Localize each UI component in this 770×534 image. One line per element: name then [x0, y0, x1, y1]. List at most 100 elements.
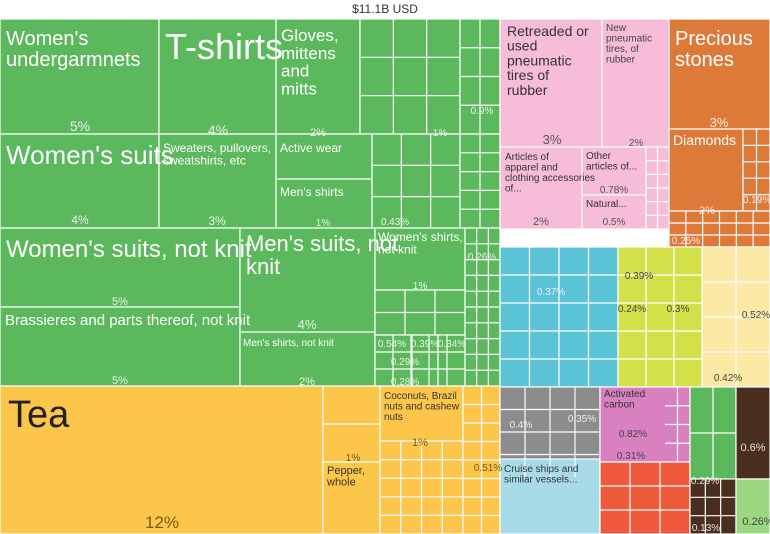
- tile-name-label: Women's shirts, not knit: [378, 230, 463, 257]
- label-line: tires of: [507, 67, 549, 83]
- tile-share-label: 3%: [208, 214, 226, 228]
- label-line: Men's suits, not: [246, 231, 398, 256]
- label-line: similar vessels...: [504, 475, 577, 486]
- label-line: nuts and cashew: [384, 402, 460, 413]
- label-line: stones: [675, 49, 734, 71]
- tile-share-label: 0.9%: [471, 106, 494, 117]
- label-line: whole: [326, 477, 356, 489]
- label-line: Women's shirts,: [378, 230, 463, 244]
- tile-share-label: 12%: [145, 513, 179, 532]
- tile-share-label: 0.52%: [742, 310, 770, 321]
- tile-share-label: 0.39%: [411, 339, 439, 350]
- tile-t-shirts: [158, 19, 277, 135]
- tile-textile-misc-1: [359, 19, 461, 135]
- tile-share-label: 2%: [310, 127, 326, 139]
- tile-name-label: Other articles of...: [586, 151, 637, 173]
- tile-share-label: 0.24%: [618, 304, 646, 315]
- tile-share-label: 4%: [298, 317, 317, 332]
- tile-diamonds: [668, 128, 744, 212]
- tile-share-label: 2%: [533, 216, 549, 228]
- tile-name-label: Cruise ships and similar vessels...: [504, 464, 578, 486]
- label-line: knit: [246, 254, 280, 279]
- label-line: pneumatic: [606, 34, 652, 45]
- tile-name-label: Retreaded or used pneumatic tires of rubber: [507, 23, 589, 98]
- label-line: New: [606, 23, 627, 34]
- tile-name-label: Women's suits, not knit: [6, 236, 252, 263]
- tile-share-label: 0.35%: [568, 414, 596, 425]
- tile-share-label: 1%: [316, 218, 331, 229]
- tile-share-label: 0.4%: [510, 420, 533, 431]
- label-line: articles of...: [586, 162, 637, 173]
- tile-womens-suits-not-knit: [0, 227, 241, 308]
- tile-share-label: 4%: [71, 213, 89, 227]
- tile-light-green: [735, 478, 770, 534]
- tile-share-label: 0.5%: [603, 217, 626, 228]
- tile-name-label: Brassieres and parts thereof, not knit: [5, 312, 251, 329]
- label-line: sweatshirts, etc: [163, 154, 246, 168]
- tile-name-label: Articles of apparel and clothing accessori…: [505, 152, 595, 195]
- tile-name-label: Women's undergarmnets: [6, 28, 141, 71]
- tile-name-label: Activated carbon: [604, 389, 645, 411]
- tile-share-label: 1%: [433, 128, 448, 139]
- tile-share-label: 0.13%: [692, 523, 720, 534]
- tile-electronics: [599, 461, 691, 534]
- tile-apparel-accessories: [499, 146, 583, 230]
- label-line: undergarmnets: [6, 49, 141, 71]
- label-line: pneumatic: [507, 52, 572, 68]
- tile-textile-misc-7: [411, 334, 439, 387]
- tile-name-label: Men's suits, not knit: [246, 231, 398, 279]
- tile-share-label: 0.43%: [381, 217, 409, 228]
- tile-share-label: 0.26%: [742, 516, 770, 528]
- tile-name-label: Tea: [8, 394, 70, 436]
- tile-womens-shirts-not-knit: [374, 227, 466, 291]
- tile-name-label: Gloves, mittens and mitts: [281, 26, 339, 99]
- tile-share-label: 1%: [346, 453, 361, 464]
- tile-share-label: 3%: [710, 115, 729, 130]
- tile-share-label: 4%: [208, 122, 228, 138]
- label-line: nuts: [384, 412, 403, 423]
- label-line: Cruise ships and: [504, 464, 578, 475]
- tile-share-label: 0.3%: [667, 304, 690, 315]
- label-line: Retreaded or: [507, 23, 589, 39]
- label-line: Coconuts, Brazil: [384, 391, 457, 402]
- label-line: Activated: [604, 389, 645, 400]
- label-line: apparel and: [505, 163, 558, 174]
- tile-name-label: Coconuts, Brazil nuts and cashew nuts: [384, 391, 460, 423]
- tile-mens-suits-not-knit: [239, 227, 376, 387]
- tile-share-label: 2%: [699, 205, 715, 217]
- tile-share-label: 5%: [112, 296, 128, 308]
- label-line: tires, of: [606, 44, 639, 55]
- tile-textile-misc-3: [371, 133, 461, 229]
- tile-precious-stones: [668, 19, 770, 130]
- label-line: not knit: [378, 243, 417, 257]
- label-line: mittens: [281, 44, 336, 63]
- tile-share-label: 5%: [112, 375, 128, 387]
- tile-share-label: 1%: [412, 437, 428, 449]
- tile-name-label: Sweaters, pullovers, sweatshirts, etc: [163, 141, 271, 168]
- tile-brassieres: [0, 306, 241, 387]
- tile-share-label: 5%: [70, 118, 90, 134]
- tile-share-label: 0.37%: [537, 287, 565, 298]
- tile-share-label: 0.42%: [714, 373, 742, 384]
- tile-dark-brown-2: [689, 478, 737, 534]
- tile-name-label: Precious stones: [675, 28, 753, 71]
- tile-footwear: [617, 246, 703, 388]
- tile-other-articles: [581, 146, 647, 196]
- tile-name-label: Diamonds: [673, 132, 736, 148]
- tile-share-label: 0.28%: [391, 377, 419, 388]
- label-line: Other: [586, 151, 612, 162]
- tile-womens-undergarments: [0, 19, 160, 135]
- tile-name-label: Women's suits: [6, 140, 174, 170]
- tile-natural: [581, 194, 647, 230]
- tile-new-tires: [601, 19, 670, 148]
- label-line: clothing accessories: [505, 173, 595, 184]
- tile-share-label: 0.82%: [619, 429, 647, 440]
- tile-name-label: Active wear: [280, 141, 342, 155]
- tile-name-label: Men's shirts: [280, 185, 344, 199]
- tile-share-label: 0.25%: [672, 236, 700, 247]
- label-line: used: [507, 38, 537, 54]
- tile-share-label: 0.34%: [438, 339, 466, 350]
- tile-share-label: 2%: [629, 138, 644, 149]
- tile-share-label: 0.78%: [600, 185, 628, 196]
